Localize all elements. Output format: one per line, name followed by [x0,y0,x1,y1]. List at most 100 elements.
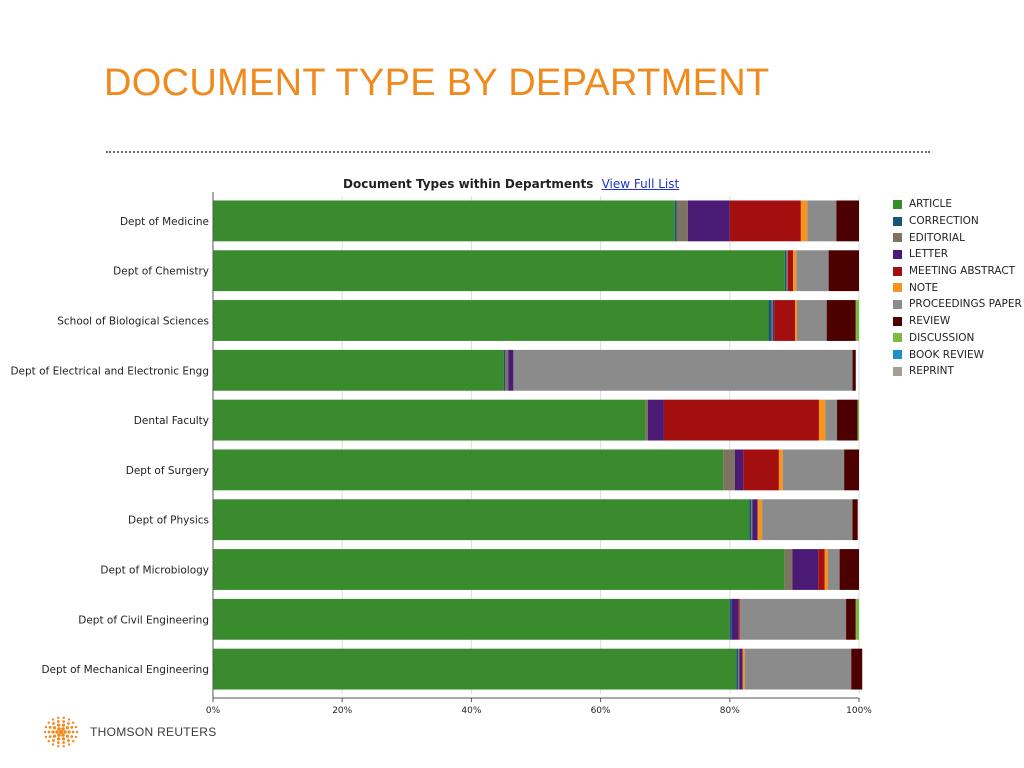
category-label: Dept of Surgery [126,465,209,477]
bar-segment-proceedings-paper [782,449,845,491]
bar-segment-article [213,499,750,541]
bar-segment-discussion [855,300,859,341]
bar-segment-meeting-abstract [663,399,819,441]
bar-segment-review [851,648,863,690]
bar-segment-meeting-abstract [818,549,825,590]
category-label: Dept of Chemistry [113,266,209,278]
bar-segment-proceedings-paper [796,250,829,292]
legend-item: CORRECTION [893,213,1022,230]
bar-segment-correction [674,200,677,242]
category-label: Dept of Microbiology [100,565,209,577]
bar-segment-article [213,648,737,690]
bar-segment-article [213,449,724,491]
bar-segment-note [800,200,808,242]
bar-segment-editorial [786,250,788,292]
x-tick-label: 40% [461,706,481,716]
bar-segment-note [824,549,828,590]
chart-legend: ARTICLE CORRECTION EDITORIAL LETTER MEETING … [893,196,1022,380]
bar-segment-correction [768,300,772,341]
legend-swatch [893,266,902,276]
bar-segment-article [213,598,730,640]
bar-segment-article [213,549,785,590]
bar-segment-discussion [857,399,859,441]
legend-item: REVIEW [893,313,1022,330]
bar-segment-meeting-abstract [729,200,801,242]
legend-swatch [893,199,902,209]
bar-segment-correction [749,499,752,541]
category-label: School of Biological Sciences [57,316,209,328]
legend-item: REPRINT [893,363,1022,380]
bar-segment-meeting-abstract [743,449,779,491]
bar-segment-editorial [676,200,688,242]
bar-segment-letter [731,598,739,640]
bar-segment-review [826,300,856,341]
bar-segment-letter [752,499,758,541]
bar-segment-correction [736,648,739,690]
legend-label: NOTE [909,281,939,294]
bar-segment-meeting-abstract [787,250,794,292]
bar-segment-letter [792,549,819,590]
legend-swatch [893,350,902,360]
bar-segment-review [828,250,859,292]
bar-segment-review [852,499,858,541]
bar-segment-proceedings-paper [807,200,837,242]
legend-item: LETTER [893,246,1022,263]
x-tick-label: 80% [720,706,740,716]
brand-text: THOMSON REUTERS [90,725,217,739]
legend-swatch [893,233,902,243]
bar-segment-editorial [784,549,793,590]
chart-heading: Document Types within Departments View F… [343,177,679,191]
legend-label: ARTICLE [909,198,953,211]
bar-segment-editorial [723,449,735,491]
legend-item: DISCUSSION [893,330,1022,347]
bar-segment-correction [784,250,787,292]
legend-item: ARTICLE [893,196,1022,213]
bar-segment-review [852,349,856,391]
legend-label: BOOK REVIEW [909,348,984,361]
legend-item: EDITORIAL [893,229,1022,246]
legend-swatch [893,249,902,259]
legend-item: MEETING ABSTRACT [893,263,1022,280]
legend-swatch [893,299,902,309]
bar-segment-proceedings-paper [825,399,838,441]
legend-label: LETTER [909,248,949,261]
chart-title: Document Types within Departments [343,177,594,191]
bar-segment-editorial [751,499,753,541]
legend-swatch [893,216,902,226]
bar-segment-proceedings-paper [744,648,852,690]
bar-segment-correction [503,349,505,391]
bar-segment-meeting-abstract [774,300,796,341]
bar-segment-article [213,250,785,292]
bar-segment-proceedings-paper [513,349,853,391]
bar-segment-article [213,349,504,391]
bar-segment-letter [508,349,514,391]
category-label: Dept of Mechanical Engineering [41,664,209,676]
legend-label: EDITORIAL [909,231,965,244]
bar-segment-editorial [738,648,740,690]
bar-segment-review [836,200,859,242]
bar-segment-meeting-abstract [738,598,740,640]
bar-segment-review [839,549,859,590]
category-label: Dept of Civil Engineering [78,614,209,626]
bar-segment-letter [739,648,743,690]
legend-item: PROCEEDINGS PAPER [893,296,1022,313]
slide-title: DOCUMENT TYPE BY DEPARTMENT [104,62,770,104]
x-tick-label: 0% [206,706,221,716]
bar-segment-letter [647,399,664,441]
bar-segment-article [213,300,769,341]
legend-label: REPRINT [909,365,954,378]
legend-label: MEETING ABSTRACT [909,265,1016,278]
bar-segment-article [213,200,675,242]
bar-segment-editorial [504,349,509,391]
legend-label: DISCUSSION [909,331,975,344]
legend-item: BOOK REVIEW [893,346,1022,363]
bar-segment-note [778,449,783,491]
legend-label: REVIEW [909,315,951,328]
category-label: Dental Faculty [134,415,209,427]
bar-segment-note [742,648,745,690]
view-full-list-link[interactable]: View Full List [601,177,680,191]
legend-label: CORRECTION [909,215,979,228]
bar-segment-proceedings-paper [827,549,840,590]
bar-segment-review [837,399,858,441]
bar-segment-discussion [855,598,859,640]
